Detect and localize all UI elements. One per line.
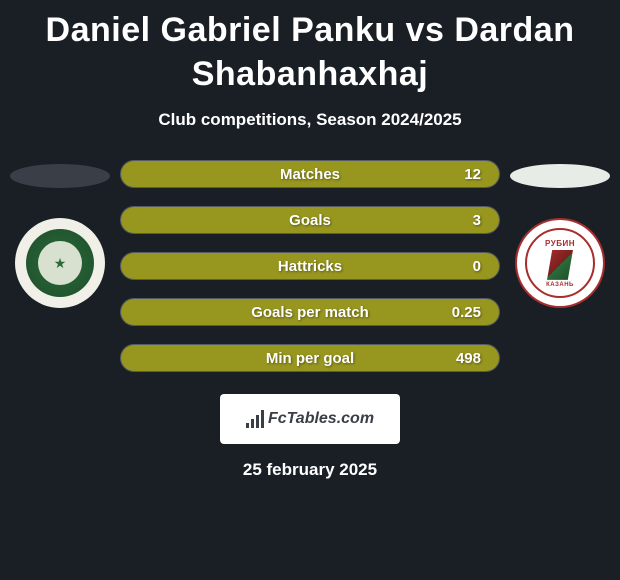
subtitle: Club competitions, Season 2024/2025 — [158, 110, 461, 130]
stat-row: Hattricks 0 — [120, 252, 500, 280]
stat-value: 498 — [456, 350, 481, 367]
rubin-top-text: РУБИН — [545, 239, 575, 248]
brand-box[interactable]: FcTables.com — [220, 394, 400, 444]
stat-label: Matches — [280, 166, 340, 183]
stat-row: Goals per match 0.25 — [120, 298, 500, 326]
date-text: 25 february 2025 — [243, 460, 377, 480]
content-row: Matches 12 Goals 3 Hattricks 0 Goals per match… — [0, 160, 620, 372]
stat-label: Hattricks — [278, 258, 342, 275]
stat-row: Min per goal 498 — [120, 344, 500, 372]
rubin-bottom-text: КАЗАНЬ — [546, 282, 574, 288]
stat-label: Goals per match — [251, 304, 369, 321]
stat-label: Min per goal — [266, 350, 354, 367]
rubin-shape-icon — [547, 250, 573, 280]
stat-value: 0 — [473, 258, 481, 275]
stat-label: Goals — [289, 212, 331, 229]
stat-row: Matches 12 — [120, 160, 500, 188]
left-team-crest — [15, 218, 105, 308]
left-team-column — [0, 160, 120, 308]
stat-value: 0.25 — [452, 304, 481, 321]
stat-value: 12 — [464, 166, 481, 183]
rubin-badge-icon: РУБИН КАЗАНЬ — [525, 228, 595, 298]
brand-text: FcTables.com — [268, 410, 374, 428]
page-title: Daniel Gabriel Panku vs Dardan Shabanhax… — [30, 8, 590, 96]
stat-value: 3 — [473, 212, 481, 229]
terek-badge-icon — [26, 229, 94, 297]
left-team-ellipse — [10, 164, 110, 188]
right-team-column: РУБИН КАЗАНЬ — [500, 160, 620, 308]
comparison-card: Daniel Gabriel Panku vs Dardan Shabanhax… — [0, 0, 620, 480]
stat-row: Goals 3 — [120, 206, 500, 234]
bars-icon — [246, 410, 264, 428]
stats-list: Matches 12 Goals 3 Hattricks 0 Goals per match… — [120, 160, 500, 372]
right-team-crest: РУБИН КАЗАНЬ — [515, 218, 605, 308]
right-team-ellipse — [510, 164, 610, 188]
